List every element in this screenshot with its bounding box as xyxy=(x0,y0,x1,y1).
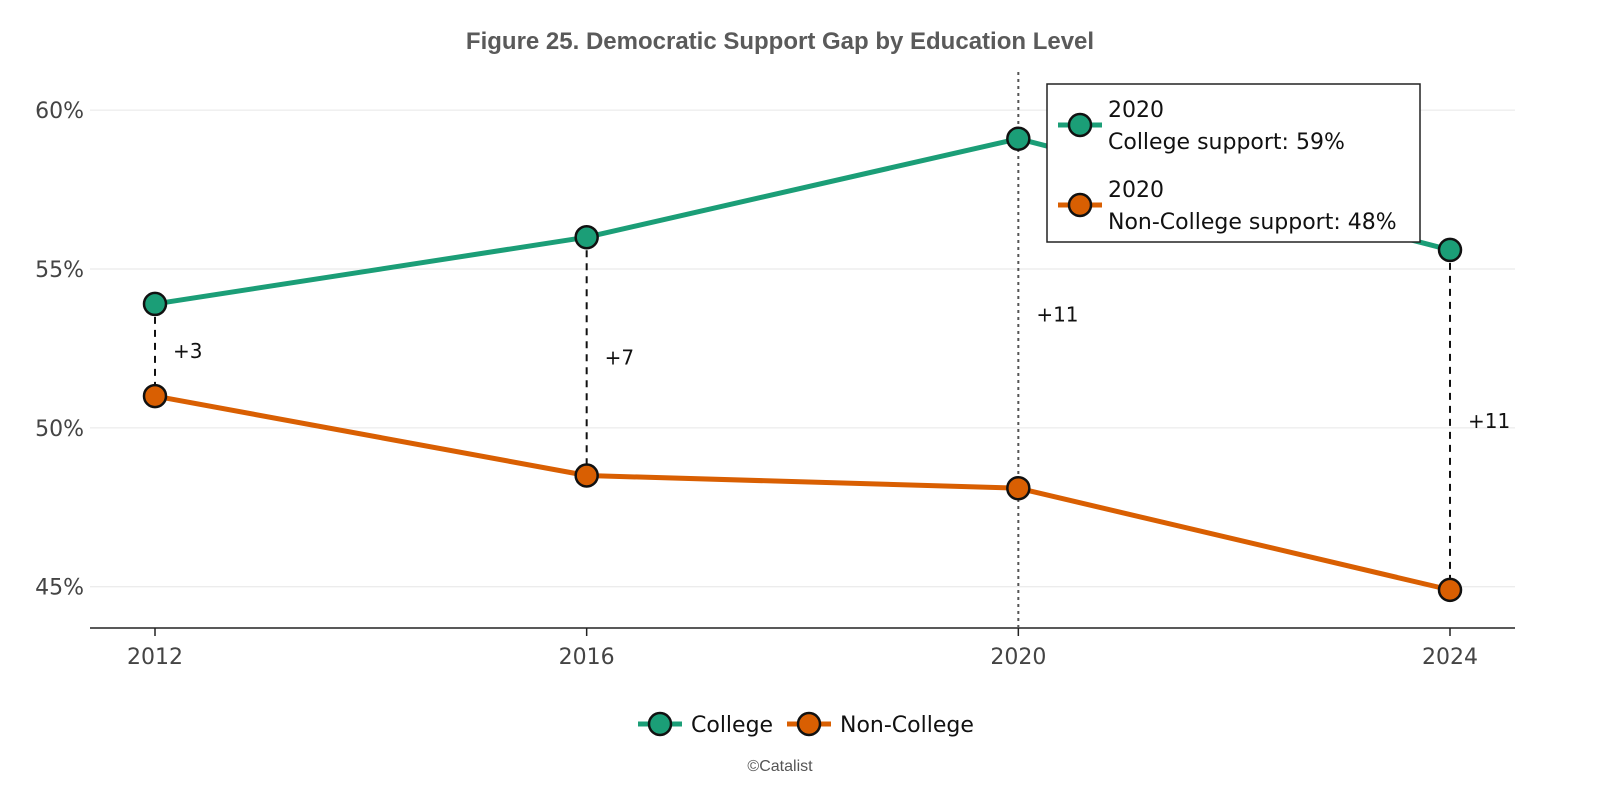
y-tick-label: 60% xyxy=(35,99,84,124)
data-point-college-2016[interactable] xyxy=(574,224,599,250)
x-tick-label: 2020 xyxy=(990,645,1046,670)
x-axis: 2012 2016 2020 2024 xyxy=(127,628,1478,670)
data-point-non-college-2016[interactable] xyxy=(574,463,599,488)
tooltip-noncollege-text: Non-College support: 48% xyxy=(1108,210,1397,235)
legend-college-label: College xyxy=(691,713,773,738)
legend-noncollege-label: Non-College xyxy=(840,713,974,738)
y-tick-label: 55% xyxy=(35,258,84,283)
legend-item-college[interactable]: College xyxy=(638,711,773,738)
gap-label: +3 xyxy=(173,339,202,363)
y-tick-label: 50% xyxy=(35,417,84,442)
data-point-non-college-2024[interactable] xyxy=(1437,577,1463,603)
x-tick-label: 2016 xyxy=(559,645,615,670)
data-point-college-2020[interactable] xyxy=(1006,126,1031,151)
tooltip-noncollege-header: 2020 xyxy=(1108,178,1164,203)
gap-label: +11 xyxy=(1036,302,1078,326)
y-tick-label: 45% xyxy=(35,576,84,601)
legend-college-marker xyxy=(647,711,673,737)
data-point-college-2024[interactable] xyxy=(1437,237,1463,263)
hover-tooltip: 2020 College support: 59% 2020 Non-Colle… xyxy=(1046,83,1421,243)
x-tick-label: 2012 xyxy=(127,645,183,670)
x-tick-label: 2024 xyxy=(1422,645,1478,670)
tooltip-college-text: College support: 59% xyxy=(1108,130,1345,155)
data-point-non-college-2012[interactable] xyxy=(142,383,168,409)
tooltip-noncollege-swatch-marker xyxy=(1067,192,1093,218)
legend-noncollege-marker xyxy=(796,711,822,737)
tooltip-college-header: 2020 xyxy=(1108,98,1164,123)
y-axis: 45% 50% 55% 60% xyxy=(35,99,84,601)
tooltip-box xyxy=(1046,83,1421,243)
gap-label: +7 xyxy=(605,345,634,369)
chart-title: Figure 25. Democratic Support Gap by Edu… xyxy=(466,28,1094,55)
data-point-non-college-2020[interactable] xyxy=(1006,475,1031,501)
tooltip-college-swatch-marker xyxy=(1067,112,1093,138)
data-point-college-2012[interactable] xyxy=(142,291,168,317)
gap-label: +11 xyxy=(1468,409,1510,433)
legend-item-non-college[interactable]: Non-College xyxy=(787,711,974,738)
gap-markers: +3 +7 +11 +11 xyxy=(154,237,1510,590)
series-line-non-college[interactable] xyxy=(154,393,1451,593)
credit: ©Catalist xyxy=(747,758,813,775)
legend: College Non-College xyxy=(638,711,974,738)
